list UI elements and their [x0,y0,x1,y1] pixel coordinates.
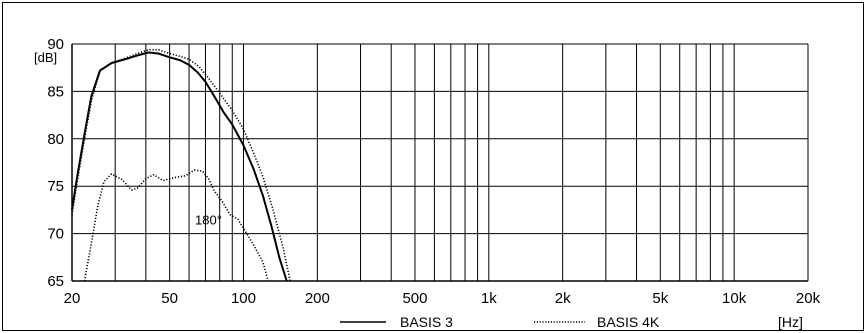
annotation-label: 180° [195,212,222,227]
x-tick-label: 20k [796,290,821,307]
y-axis-unit-label: [dB] [34,50,57,65]
y-tick-label: 90 [47,36,64,53]
y-tick-labels: 90 85 80 75 70 65 [47,36,64,290]
series-line-basis-3 [71,51,288,282]
annotations: 180° [195,212,222,227]
x-tick-label: 10k [722,290,747,307]
x-tick-label: 50 [161,290,178,307]
legend-label-basis-3: BASIS 3 [400,314,453,330]
x-tick-label: 20 [64,290,81,307]
x-tick-label: 500 [402,290,427,307]
x-tick-label: 5k [652,290,668,307]
legend: BASIS 3 BASIS 4K [340,314,660,330]
y-tick-label: 70 [47,226,64,243]
series-layer [71,48,291,282]
x-tick-label: 1k [481,290,497,307]
x-tick-labels: 20 50 100 200 500 1k 2k 5k 10k 20k [64,290,821,307]
x-tick-label: 2k [555,290,571,307]
y-tick-label: 85 [47,83,64,100]
y-tick-label: 80 [47,131,64,148]
y-tick-label: 75 [47,178,64,195]
x-tick-label: 200 [305,290,330,307]
y-tick-label: 65 [47,273,64,290]
x-axis-unit-label: [Hz] [778,314,803,330]
plot-border [71,44,808,282]
x-tick-label: 100 [231,290,256,307]
legend-label-basis-4k: BASIS 4K [597,314,660,330]
